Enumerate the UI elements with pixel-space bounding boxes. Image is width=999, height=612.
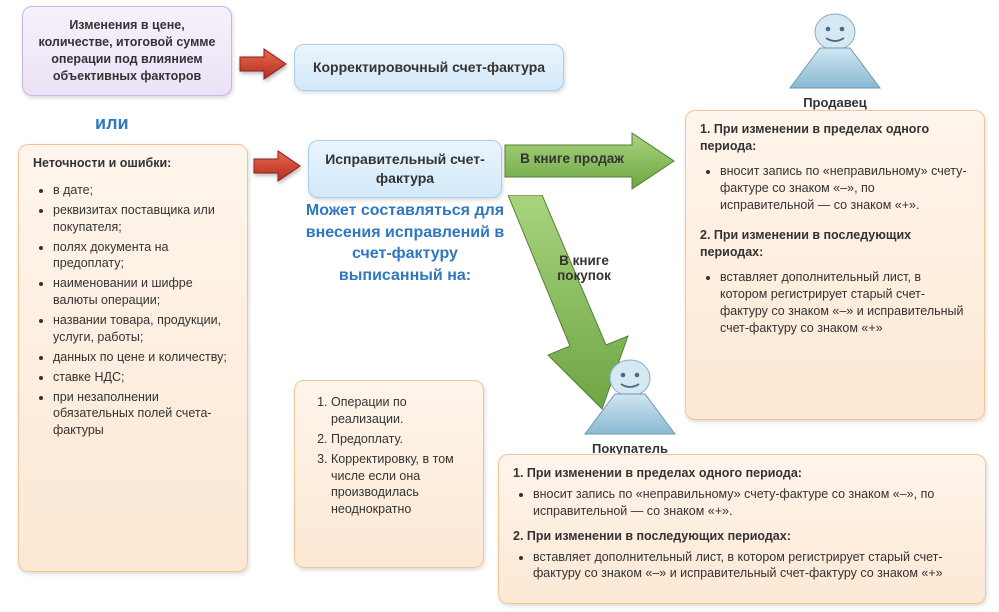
buyer-rules-box: 1. При изменении в пределах одного перио… bbox=[498, 454, 986, 604]
seller-figure: Продавец bbox=[780, 10, 890, 110]
corrective-invoice-label: Корректировочный счет-фактура bbox=[313, 59, 545, 75]
list-item: Предоплату. bbox=[331, 431, 469, 448]
operations-list: Операции по реализации. Предоплату. Корр… bbox=[309, 394, 469, 518]
errors-list: в дате; реквизитах поставщика или покупа… bbox=[33, 182, 233, 439]
corrective-invoice-box: Корректировочный счет-фактура bbox=[294, 44, 564, 91]
list-item: вносит запись по «неправильному» счету-ф… bbox=[533, 486, 971, 520]
or-text: или bbox=[95, 113, 129, 133]
list-item: вставляет дополнительный лист, в котором… bbox=[720, 269, 970, 337]
list-item: при незаполнении обязательных полей счет… bbox=[53, 389, 233, 440]
list-item: Корректировку, в том числе если она прои… bbox=[331, 451, 469, 519]
seller-h1: 1. При изменении в пределах одного перио… bbox=[700, 121, 970, 155]
arrow-buys-text: В книге покупок bbox=[557, 253, 611, 283]
list-item: ставке НДС; bbox=[53, 369, 233, 386]
list-item: в дате; bbox=[53, 182, 233, 199]
fix-invoice-label: Исправительный счет-фактура bbox=[325, 151, 485, 186]
errors-title: Неточности и ошибки: bbox=[33, 155, 233, 172]
list-item: Операции по реализации. bbox=[331, 394, 469, 428]
or-label: или bbox=[95, 113, 129, 134]
person-icon bbox=[575, 356, 685, 436]
seller-rules-box: 1. При изменении в пределах одного перио… bbox=[685, 110, 985, 420]
operations-box: Операции по реализации. Предоплату. Корр… bbox=[294, 380, 484, 568]
list-item: вставляет дополнительный лист, в котором… bbox=[533, 549, 971, 583]
buyer-h2: 2. При изменении в последующих периодах: bbox=[513, 528, 971, 545]
seller-name: Продавец bbox=[780, 95, 890, 110]
list-item: названии товара, продукции, услуги, рабо… bbox=[53, 312, 233, 346]
changes-text: Изменения в цене, количестве, итоговой с… bbox=[38, 18, 215, 83]
list-item: наименовании и шифре валюты операции; bbox=[53, 275, 233, 309]
errors-box: Неточности и ошибки: в дате; реквизитах … bbox=[18, 144, 248, 572]
list-item: полях документа на предоплату; bbox=[53, 239, 233, 273]
seller-h2: 2. При изменении в последующих периодах: bbox=[700, 227, 970, 261]
person-icon bbox=[780, 10, 890, 90]
list-item: вносит запись по «неправильному» счету-ф… bbox=[720, 163, 970, 214]
arrow-sales-label: В книге продаж bbox=[516, 151, 628, 166]
buyer-figure: Покупатель bbox=[575, 356, 685, 456]
arrow-red-bottom bbox=[252, 148, 302, 187]
arrow-buys-label: В книге покупок bbox=[544, 253, 624, 283]
list-item: данных по цене и количеству; bbox=[53, 349, 233, 366]
list-item: реквизитах поставщика или покупателя; bbox=[53, 202, 233, 236]
buyer-h1: 1. При изменении в пределах одного перио… bbox=[513, 465, 971, 482]
central-caption-text: Может составляться для внесения исправле… bbox=[306, 202, 504, 284]
arrow-red-top bbox=[238, 46, 288, 85]
changes-box: Изменения в цене, количестве, итоговой с… bbox=[22, 6, 232, 96]
central-caption: Может составляться для внесения исправле… bbox=[305, 200, 505, 286]
fix-invoice-box: Исправительный счет-фактура bbox=[308, 140, 502, 198]
